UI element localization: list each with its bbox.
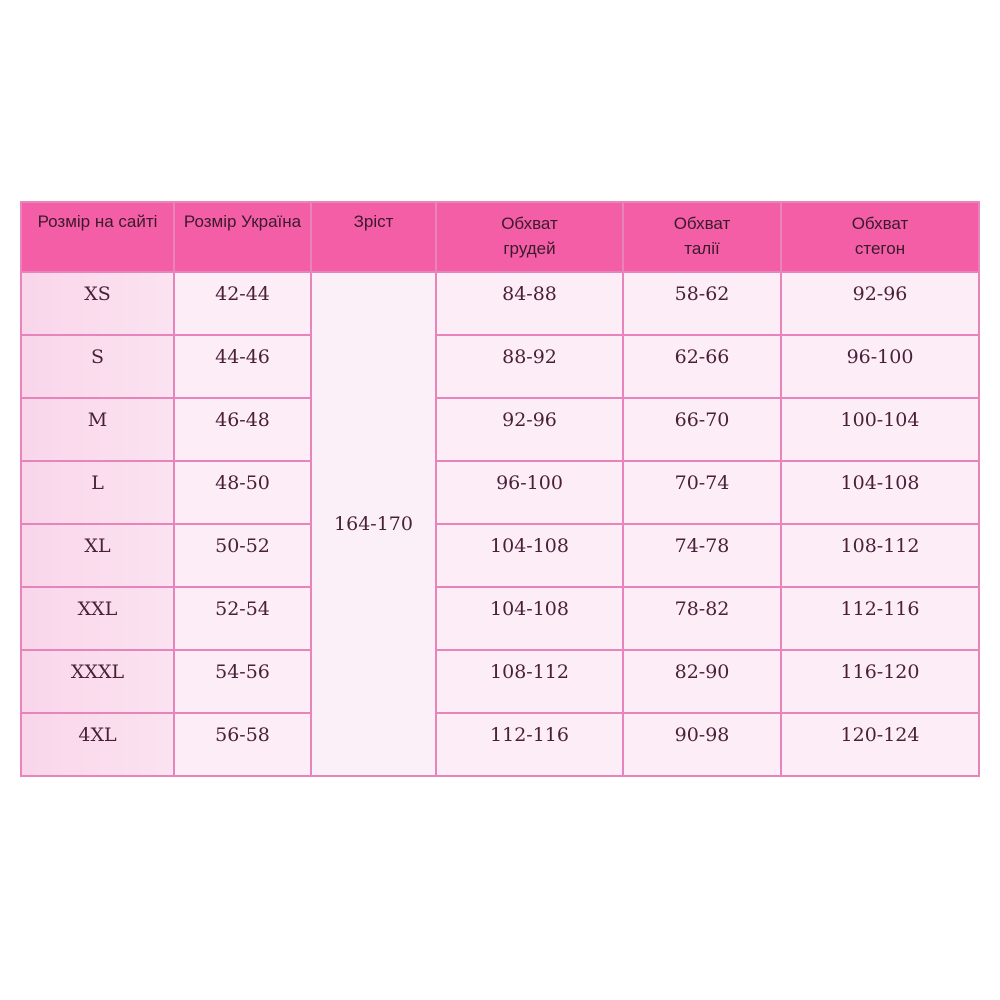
size-cell: XXXL — [20, 649, 175, 714]
size-cell: M — [20, 397, 175, 462]
size-cell: XL — [20, 523, 175, 588]
hips-cell: 108-112 — [780, 523, 980, 588]
size-cell: 4XL — [20, 712, 175, 777]
header-chest: Обхват грудей — [435, 201, 624, 273]
size-cell: XS — [20, 271, 175, 336]
chest-cell: 104-108 — [435, 586, 624, 651]
table-row: 4XL 56-58 112-116 90-98 120-124 — [20, 712, 980, 777]
size-cell: S — [20, 334, 175, 399]
ukraine-size-cell: 44-46 — [173, 334, 312, 399]
table-row: XL 50-52 104-108 74-78 108-112 — [20, 523, 980, 588]
chest-cell: 84-88 — [435, 271, 624, 336]
chest-cell: 112-116 — [435, 712, 624, 777]
header-waist: Обхват талії — [622, 201, 782, 273]
waist-cell: 70-74 — [622, 460, 782, 525]
hips-cell: 92-96 — [780, 271, 980, 336]
table-row: XXL 52-54 104-108 78-82 112-116 — [20, 586, 980, 651]
size-cell: XXL — [20, 586, 175, 651]
waist-cell: 90-98 — [622, 712, 782, 777]
ukraine-size-cell: 50-52 — [173, 523, 312, 588]
height-cell: 164-170 — [310, 271, 437, 777]
hips-cell: 116-120 — [780, 649, 980, 714]
header-ukraine-size: Розмір Україна — [173, 201, 312, 273]
table-row: XS 42-44 164-170 84-88 58-62 92-96 — [20, 271, 980, 777]
size-cell: L — [20, 460, 175, 525]
header-row: Розмір на сайті Розмір Україна Зріст Обх… — [20, 201, 980, 273]
ukraine-size-cell: 56-58 — [173, 712, 312, 777]
hips-cell: 96-100 — [780, 334, 980, 399]
ukraine-size-cell: 42-44 — [173, 271, 312, 336]
table-row: S 44-46 88-92 62-66 96-100 — [20, 334, 980, 399]
waist-cell: 78-82 — [622, 586, 782, 651]
waist-cell: 82-90 — [622, 649, 782, 714]
header-height: Зріст — [310, 201, 437, 273]
waist-cell: 66-70 — [622, 397, 782, 462]
hips-cell: 112-116 — [780, 586, 980, 651]
ukraine-size-cell: 52-54 — [173, 586, 312, 651]
hips-cell: 120-124 — [780, 712, 980, 777]
chest-cell: 92-96 — [435, 397, 624, 462]
hips-cell: 104-108 — [780, 460, 980, 525]
table-row: XXXL 54-56 108-112 82-90 116-120 — [20, 649, 980, 714]
hips-cell: 100-104 — [780, 397, 980, 462]
size-chart-table: Розмір на сайті Розмір Україна Зріст Обх… — [20, 201, 980, 777]
waist-cell: 62-66 — [622, 334, 782, 399]
chest-cell: 96-100 — [435, 460, 624, 525]
chest-cell: 88-92 — [435, 334, 624, 399]
table-row: L 48-50 96-100 70-74 104-108 — [20, 460, 980, 525]
header-hips: Обхват стегон — [780, 201, 980, 273]
header-site-size: Розмір на сайті — [20, 201, 175, 273]
waist-cell: 74-78 — [622, 523, 782, 588]
table-row: M 46-48 92-96 66-70 100-104 — [20, 397, 980, 462]
waist-cell: 58-62 — [622, 271, 782, 336]
chest-cell: 108-112 — [435, 649, 624, 714]
chest-cell: 104-108 — [435, 523, 624, 588]
ukraine-size-cell: 54-56 — [173, 649, 312, 714]
ukraine-size-cell: 48-50 — [173, 460, 312, 525]
ukraine-size-cell: 46-48 — [173, 397, 312, 462]
